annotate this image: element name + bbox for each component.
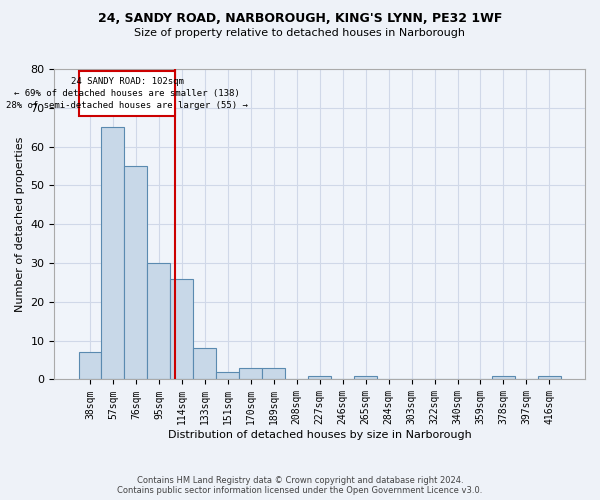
Bar [193, 348, 217, 380]
Bar [354, 376, 377, 380]
Bar [239, 368, 262, 380]
Y-axis label: Number of detached properties: Number of detached properties [15, 136, 25, 312]
Bar [101, 127, 124, 380]
FancyBboxPatch shape [79, 71, 175, 116]
Bar [170, 278, 193, 380]
Bar [538, 376, 561, 380]
Bar [308, 376, 331, 380]
Bar [148, 263, 170, 380]
Text: 24 SANDY ROAD: 102sqm
← 69% of detached houses are smaller (138)
28% of semi-det: 24 SANDY ROAD: 102sqm ← 69% of detached … [6, 77, 248, 110]
Text: 24, SANDY ROAD, NARBOROUGH, KING'S LYNN, PE32 1WF: 24, SANDY ROAD, NARBOROUGH, KING'S LYNN,… [98, 12, 502, 26]
Bar [124, 166, 148, 380]
X-axis label: Distribution of detached houses by size in Narborough: Distribution of detached houses by size … [168, 430, 472, 440]
Bar [79, 352, 101, 380]
Text: Size of property relative to detached houses in Narborough: Size of property relative to detached ho… [134, 28, 466, 38]
Bar [262, 368, 285, 380]
Text: Contains HM Land Registry data © Crown copyright and database right 2024.
Contai: Contains HM Land Registry data © Crown c… [118, 476, 482, 495]
Bar [492, 376, 515, 380]
Bar [217, 372, 239, 380]
